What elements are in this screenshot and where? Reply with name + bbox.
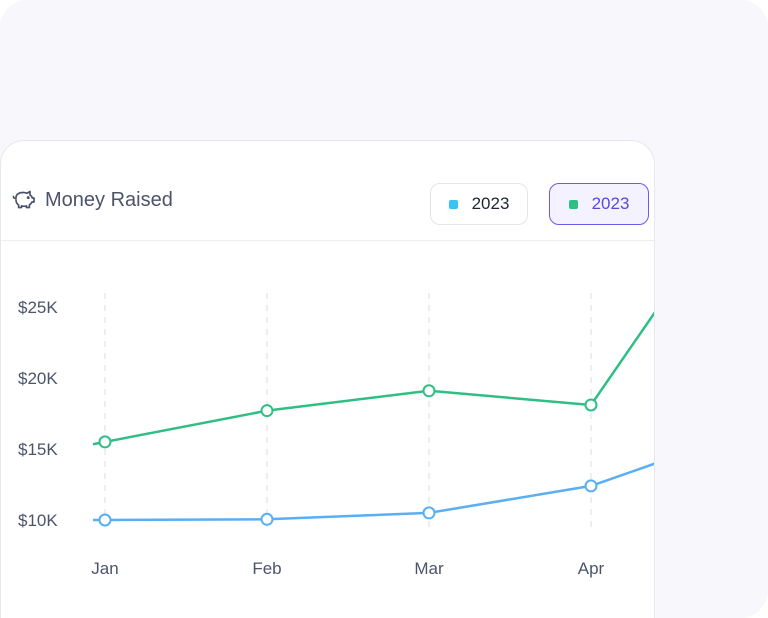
legend-toggle-series-2[interactable]: 2023 — [549, 183, 649, 225]
series-line-1 — [92, 311, 654, 446]
card-header: Money Raised 2023 2023 — [1, 141, 654, 241]
piggy-bank-icon — [11, 187, 37, 213]
money-raised-card: Money Raised 2023 2023 $10K $15K $20K $25K J… — [0, 140, 655, 618]
x-tick-label: Mar — [414, 559, 444, 578]
x-tick-label: Feb — [252, 559, 281, 578]
y-tick-label: $25K — [18, 298, 58, 317]
data-point-1-apr — [584, 398, 598, 412]
card-title-group: Money Raised — [11, 187, 173, 213]
data-point-2-mar — [422, 506, 436, 520]
legend-swatch-1 — [448, 199, 458, 209]
data-point-2-apr — [584, 479, 598, 493]
legend-swatch-2 — [568, 199, 578, 209]
legend-label-2: 2023 — [591, 194, 630, 213]
data-point-2-feb — [260, 512, 274, 526]
y-tick-label: $15K — [18, 440, 58, 459]
data-point-1-jan — [98, 435, 112, 449]
legend-label-1: 2023 — [471, 194, 510, 213]
line-chart: $10K $15K $20K $25K Jan Feb Mar Apr — [18, 293, 654, 578]
data-point-2-jan — [98, 513, 112, 527]
x-tick-label: Jan — [91, 559, 118, 578]
y-tick-label: $20K — [18, 369, 58, 388]
y-tick-label: $10K — [18, 511, 58, 530]
card-title: Money Raised — [45, 188, 173, 211]
data-point-1-feb — [260, 404, 274, 418]
data-point-1-mar — [422, 384, 436, 398]
x-tick-label: Apr — [578, 559, 605, 578]
series-line-2 — [92, 462, 654, 522]
legend-toggle-series-1[interactable]: 2023 — [430, 183, 528, 225]
